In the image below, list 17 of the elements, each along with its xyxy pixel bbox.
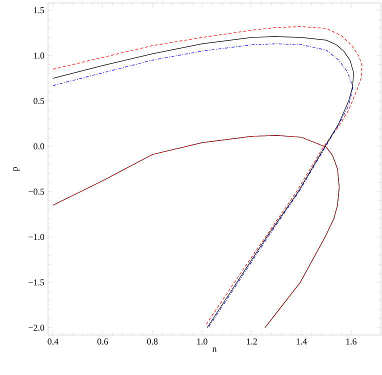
y-tick-label: −1.5: [28, 279, 44, 286]
y-tick-label: −1.0: [28, 234, 44, 240]
x-tick-label: 0.6: [97, 338, 108, 345]
y-tick-label: 1.0: [34, 52, 44, 59]
x-tick-label: 0.4: [48, 338, 58, 345]
x-tick-label: 1.0: [197, 338, 208, 345]
x-axis-title: n: [212, 347, 217, 352]
x-tick-label: 1.4: [296, 338, 307, 345]
y-tick-label: 1.5: [34, 7, 44, 14]
x-tick-label: 1.6: [346, 338, 357, 345]
y-tick-label: −0.5: [28, 188, 44, 195]
y-tick-label: 0.0: [34, 143, 44, 150]
y-tick-label: 0.5: [34, 98, 44, 104]
y-axis-title: p: [13, 167, 20, 172]
y-tick-label: −2.0: [28, 324, 44, 331]
x-tick-label: 1.2: [246, 338, 257, 345]
x-tick-label: 0.8: [147, 338, 158, 345]
